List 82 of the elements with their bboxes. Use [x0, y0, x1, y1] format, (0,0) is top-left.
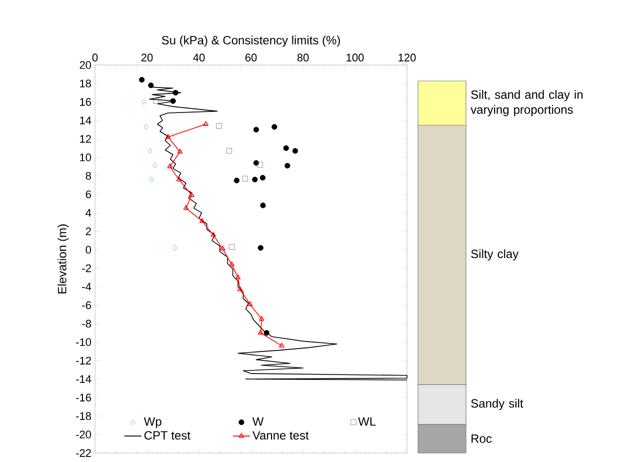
- point: [152, 162, 157, 168]
- point: [172, 245, 178, 251]
- series-label: Sandy silt: [471, 398, 524, 410]
- y-tick-label: 16: [80, 98, 91, 106]
- series-label: Silt, sand and clay in varying proportions: [470, 90, 583, 116]
- point: [165, 134, 171, 139]
- point: [150, 176, 154, 182]
- point: [226, 148, 232, 154]
- point: [237, 286, 243, 292]
- x-tick-label: 120: [398, 54, 416, 62]
- y-tick-label: 8: [86, 172, 91, 180]
- legend-label: CPT test: [144, 431, 190, 440]
- y-tick-label: 12: [80, 135, 91, 143]
- y-tick-label: 18: [80, 80, 91, 88]
- point: [258, 330, 264, 335]
- y-tick-label: 4: [86, 209, 92, 217]
- point: [172, 90, 178, 96]
- point: [220, 246, 226, 251]
- y-tick-label: 10: [80, 153, 92, 162]
- point: [259, 316, 264, 321]
- point: [216, 123, 222, 129]
- point: [199, 218, 205, 223]
- legend-label: Vanne test: [252, 431, 309, 440]
- x-tick-label: 60: [245, 54, 257, 62]
- point: [170, 98, 176, 104]
- point: [284, 162, 290, 168]
- series-label: Roc: [472, 434, 492, 443]
- y-tick-label: 6: [86, 190, 91, 198]
- series-label: Silty clay: [471, 249, 519, 260]
- y-tick-label: -16: [76, 394, 91, 402]
- point: [247, 301, 253, 306]
- y-tick-label: 20: [80, 61, 92, 69]
- point: [242, 176, 248, 182]
- y-tick-label: -20: [76, 430, 92, 438]
- y-tick-label: -10: [76, 338, 92, 346]
- point: [252, 176, 258, 182]
- point: [176, 176, 182, 182]
- legend-label: Wp: [144, 417, 162, 428]
- point: [142, 99, 146, 105]
- point: [144, 124, 148, 130]
- y-tick-label: -4: [82, 282, 92, 290]
- point: [257, 162, 263, 168]
- point: [228, 244, 235, 250]
- y-axis-title: Elevation (m): [58, 224, 69, 294]
- point: [258, 245, 264, 251]
- point: [139, 76, 145, 83]
- y-tick-label: 14: [80, 116, 92, 124]
- point: [253, 126, 260, 132]
- y-tick-label: -14: [76, 375, 92, 383]
- y-tick-label: 0: [86, 246, 92, 254]
- y-tick-label: -18: [76, 412, 91, 420]
- point: [148, 148, 152, 154]
- point: [264, 330, 270, 336]
- y-tick-label: 2: [86, 227, 91, 236]
- point: [292, 148, 298, 154]
- point: [283, 145, 289, 151]
- point: [210, 232, 216, 237]
- y-tick-label: -22: [76, 449, 91, 457]
- point: [148, 82, 154, 88]
- point: [235, 274, 241, 280]
- x-tick-label: 80: [297, 54, 309, 62]
- y-tick-label: -2: [82, 264, 91, 272]
- point: [260, 174, 266, 180]
- point: [260, 202, 266, 208]
- point: [167, 164, 173, 168]
- point: [229, 262, 234, 266]
- point: [153, 98, 159, 104]
- point: [189, 192, 194, 197]
- legend-label: WL: [358, 417, 376, 426]
- point: [183, 205, 189, 210]
- x-tick-label: 100: [346, 54, 364, 62]
- y-tick-label: -12: [76, 356, 91, 364]
- legend-label: W: [252, 417, 264, 426]
- y-tick-label: -8: [82, 320, 91, 328]
- y-tick-label: -6: [82, 301, 91, 310]
- x-tick-label: 20: [141, 54, 153, 62]
- x-axis-title: Su (kPa) & Consistency limits (%): [162, 36, 340, 47]
- point: [177, 148, 183, 154]
- point: [234, 178, 240, 184]
- x-tick-label: 0: [92, 54, 98, 62]
- x-tick-label: 40: [193, 54, 205, 62]
- point: [272, 124, 278, 130]
